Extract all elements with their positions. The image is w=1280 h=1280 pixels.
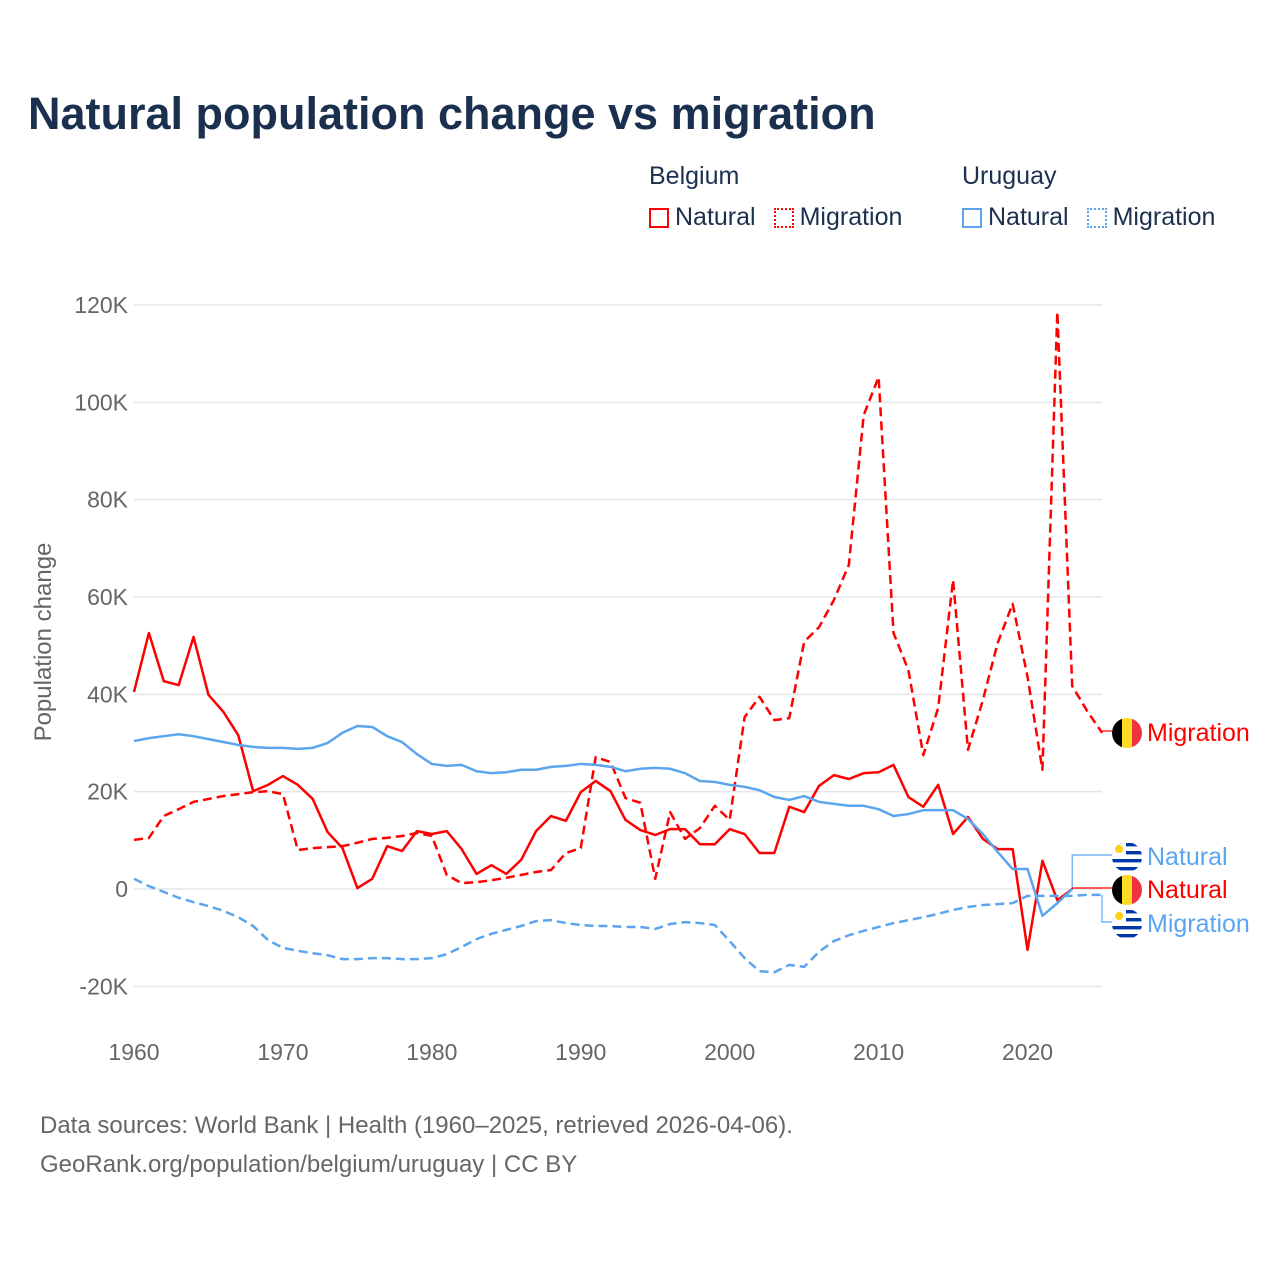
label-connector <box>1101 894 1112 923</box>
flag-stripe <box>1112 926 1142 930</box>
x-tick-label: 2010 <box>853 1039 904 1065</box>
flag-stripe <box>1122 718 1132 748</box>
x-tick-label: 1960 <box>108 1039 159 1065</box>
solid-line-swatch-icon <box>649 207 669 228</box>
x-tick-label: 1970 <box>257 1039 308 1065</box>
series-line-uruguay-migration <box>133 877 1102 974</box>
legend-item-uruguay-migration[interactable]: Migration <box>1086 203 1216 232</box>
dashed-line-swatch-icon <box>773 207 794 228</box>
x-axis-ticks: 1960 1970 1980 1990 2000 2010 2020 <box>108 1039 1053 1065</box>
legend-label: Migration <box>1112 203 1216 231</box>
flag-stripe <box>1112 867 1142 871</box>
end-labels: Migration Natural Natural Migration <box>1071 718 1250 939</box>
series-lines <box>132 310 1104 974</box>
flag-sun <box>1115 912 1123 920</box>
solid-line-swatch-icon <box>962 207 982 228</box>
flag-stripe <box>1112 718 1122 748</box>
flag-stripe <box>1112 875 1122 905</box>
y-tick-label: -20K <box>79 973 128 999</box>
series-line-belgium-migration <box>133 310 1104 885</box>
flag-sun <box>1115 845 1123 853</box>
flag-stripe <box>1112 934 1142 938</box>
flag-stripe <box>1112 910 1142 914</box>
y-axis-label: Population change <box>30 543 57 742</box>
label-connector <box>1101 730 1112 733</box>
series-line-uruguay-natural <box>133 724 1074 918</box>
y-tick-label: 40K <box>87 681 129 707</box>
attribution-link[interactable]: GeoRank.org/population/belgium/uruguay |… <box>40 1151 578 1178</box>
end-label-uruguay-migration: Migration <box>1147 910 1250 938</box>
uruguay-flag-icon <box>1112 909 1142 939</box>
legend-group-label: Belgium <box>649 162 740 190</box>
x-tick-label: 2020 <box>1002 1039 1053 1065</box>
flag-stripe <box>1112 843 1142 847</box>
flag-stripe <box>1132 718 1142 748</box>
belgium-flag-icon <box>1112 875 1142 905</box>
y-tick-label: 100K <box>74 389 128 415</box>
label-connector <box>1071 854 1112 889</box>
y-tick-label: 60K <box>87 584 129 610</box>
chart-title: Natural population change vs migration <box>28 88 876 139</box>
flag-stripe <box>1112 859 1142 863</box>
x-tick-label: 1990 <box>555 1039 606 1065</box>
legend-label: Natural <box>675 203 756 231</box>
flag-stripe <box>1132 875 1142 905</box>
y-tick-label: 20K <box>87 779 129 805</box>
series-line-belgium-natural <box>132 631 1073 952</box>
legend-item-belgium-natural[interactable]: Natural <box>649 203 756 232</box>
flag-stripe <box>1112 851 1142 855</box>
label-connector <box>1071 887 1112 889</box>
uruguay-flag-icon <box>1112 842 1142 872</box>
belgium-flag-icon <box>1112 718 1142 748</box>
end-label-belgium-migration: Migration <box>1147 719 1250 747</box>
grid-lines <box>134 304 1102 988</box>
x-tick-label: 2000 <box>704 1039 755 1065</box>
legend-group-uruguay: Uruguay Natural Migration <box>962 162 1215 235</box>
y-tick-label: 120K <box>74 292 128 318</box>
data-source-text: Data sources: World Bank | Health (1960–… <box>40 1112 793 1139</box>
legend-item-uruguay-natural[interactable]: Natural <box>962 203 1069 232</box>
y-tick-label: 80K <box>87 487 129 513</box>
end-label-uruguay-natural: Natural <box>1147 843 1228 871</box>
legend-group-label: Uruguay <box>962 162 1057 190</box>
legend-label: Migration <box>799 203 903 231</box>
y-axis-ticks: -20K 0 20K 40K 60K 80K 100K 120K <box>74 292 128 999</box>
y-tick-label: 0 <box>115 876 128 902</box>
flag-stripe <box>1122 875 1132 905</box>
end-label-belgium-natural: Natural <box>1147 876 1228 904</box>
x-tick-label: 1980 <box>406 1039 457 1065</box>
flag-stripe <box>1112 918 1142 922</box>
legend-item-belgium-migration[interactable]: Migration <box>773 203 903 232</box>
footer: Data sources: World Bank | Health (1960–… <box>40 1106 793 1184</box>
legend-group-belgium: Belgium Natural Migration <box>649 162 920 235</box>
legend-label: Natural <box>988 203 1069 231</box>
dashed-line-swatch-icon <box>1086 207 1107 228</box>
